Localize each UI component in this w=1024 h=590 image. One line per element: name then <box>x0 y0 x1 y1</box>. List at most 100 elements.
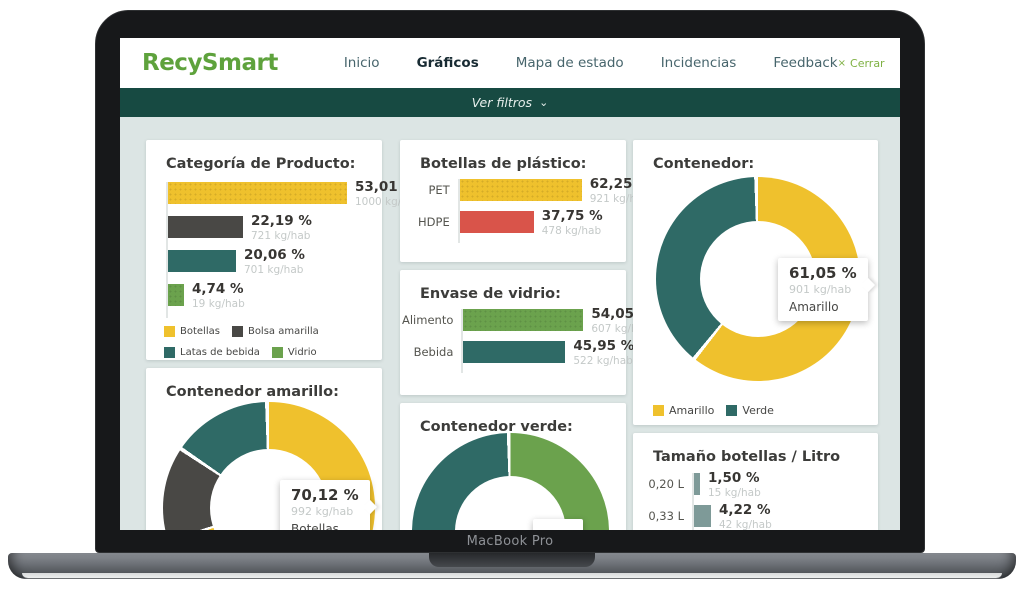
bar-sub: 478 kg/hab <box>541 224 602 237</box>
macbook-label: MacBook Pro <box>466 534 554 549</box>
bar-chart-vidrio: Alimento Bebida 54,05 % 607 kg/hab <box>402 306 652 373</box>
legend-item-vidrio: Vidrio <box>271 347 317 358</box>
bar-chart-plastico: PET HDPE 62,25 % 921 kg/hab <box>418 176 651 243</box>
legend-swatch <box>726 405 738 416</box>
bar-bebida[interactable] <box>463 341 566 363</box>
bar-category: Bebida <box>413 345 454 359</box>
card-title: Categoría de Producto: <box>166 156 356 172</box>
card-contenedor-amarillo: Contenedor amarillo: 70,12 % 992 kg/hab … <box>146 368 382 530</box>
tooltip-value: 61,05 % <box>789 264 857 282</box>
legend-label: Verde <box>742 404 774 417</box>
bar-botellas[interactable] <box>168 182 347 204</box>
card-tamano-botellas: Tamaño botellas / Litro 0,20 L 0,33 L 1,… <box>633 433 878 530</box>
bar-sub: 19 kg/hab <box>192 297 245 310</box>
nav-incidencias[interactable]: Incidencias <box>660 55 737 71</box>
legend: Amarillo Verde <box>635 404 792 417</box>
main-nav: Inicio Gráficos Mapa de estado Incidenci… <box>344 55 838 71</box>
bar-sub: 15 kg/hab <box>708 486 761 499</box>
card-contenedor: Contenedor: 61,05 % 901 kg/hab Amarillo … <box>633 140 878 425</box>
legend-swatch <box>164 326 175 337</box>
logo[interactable]: RecySmart <box>142 50 278 76</box>
bar-sub: 721 kg/hab <box>251 229 311 242</box>
card-title: Botellas de plástico: <box>420 156 587 172</box>
legend-swatch <box>231 326 243 337</box>
tooltip-contenedor-amarillo: 70,12 % 992 kg/hab Botellas <box>280 480 370 530</box>
bar-latas-de-bebida[interactable] <box>168 250 236 272</box>
bar-alimento[interactable] <box>463 309 584 331</box>
laptop-base <box>8 553 1016 579</box>
bar-sub: 42 kg/hab <box>719 518 772 530</box>
bar-row: 53,01 % 1000 kg/hab <box>168 179 421 216</box>
card-title: Contenedor amarillo: <box>166 384 339 400</box>
tooltip-contenedor-verde <box>533 519 583 530</box>
bar-sub: 522 kg/hab <box>573 354 633 367</box>
legend-item-verde: Verde <box>726 404 774 417</box>
card-botellas-plastico: Botellas de plástico: PET HDPE 62,25 % <box>400 140 651 262</box>
bar-category: PET <box>428 183 450 197</box>
legend-label: Latas de bebida <box>180 347 260 358</box>
bar-row: 1,50 % 15 kg/hab <box>694 470 872 505</box>
tooltip-contenedor: 61,05 % 901 kg/hab Amarillo <box>778 258 868 321</box>
nav-graficos[interactable]: Gráficos <box>416 55 479 71</box>
bar-value: 1,50 % <box>708 470 760 486</box>
bar-value: 20,06 % <box>244 247 305 263</box>
bar-row: 62,25 % 921 kg/hab <box>459 176 651 211</box>
bar-033l[interactable] <box>694 505 711 527</box>
bar-row: 54,05 % 607 kg/hab <box>463 306 652 341</box>
legend-swatch <box>653 405 664 416</box>
bar-sub: 701 kg/hab <box>244 263 304 276</box>
bar-pet[interactable] <box>459 179 582 201</box>
legend-label: Vidrio <box>287 347 317 358</box>
bar-row: 20,06 % 701 kg/hab <box>168 247 421 284</box>
ver-filtros-label: Ver filtros <box>471 95 533 110</box>
card-categoria-producto: Categoría de Producto: 53,01 % 1000 kg/h… <box>146 140 421 360</box>
laptop-lid: RecySmart Inicio Gráficos Mapa de estado… <box>95 10 925 553</box>
legend-label: Bolsa amarilla <box>247 326 319 337</box>
bar-chart-categoria: 53,01 % 1000 kg/hab 22,19 % 721 kg/hab <box>146 179 421 318</box>
legend-item-botellas: Botellas <box>164 326 220 337</box>
dashboard: Categoría de Producto: 53,01 % 1000 kg/h… <box>120 117 900 530</box>
legend-label: Amarillo <box>669 404 715 417</box>
legend-item-amarillo: Amarillo <box>653 404 714 417</box>
legend-label: Botellas <box>180 326 220 337</box>
bar-020l[interactable] <box>694 473 700 495</box>
bar-hdpe[interactable] <box>459 211 534 233</box>
chevron-down-icon: ⌄ <box>539 96 549 109</box>
nav-feedback[interactable]: Feedback <box>773 55 838 71</box>
bar-row: 4,22 % 42 kg/hab <box>694 502 872 530</box>
bar-value: 37,75 % <box>541 208 603 224</box>
bar-value: 4,22 % <box>719 502 771 518</box>
card-title: Envase de vidrio: <box>420 286 561 302</box>
bar-row: 22,19 % 721 kg/hab <box>168 213 421 250</box>
card-contenedor-verde: Contenedor verde: <box>400 403 626 530</box>
bar-value: 4,74 % <box>192 281 244 297</box>
bar-bolsa-amarilla[interactable] <box>168 216 243 238</box>
tooltip-sub: 992 kg/hab <box>291 505 354 518</box>
donut-contenedor-verde[interactable] <box>412 433 609 530</box>
bar-vidrio[interactable] <box>168 284 184 306</box>
cerrar-label: Cerrar <box>850 56 885 70</box>
legend-item-latas-de-bebida: Latas de bebida <box>164 347 260 358</box>
legend-swatch <box>164 347 175 358</box>
card-title: Contenedor verde: <box>420 419 573 435</box>
nav-mapa-de-estado[interactable]: Mapa de estado <box>515 55 624 71</box>
card-title: Contenedor: <box>653 156 755 172</box>
legend-item-bolsa-amarilla: Bolsa amarilla <box>231 326 319 337</box>
bar-row: 37,75 % 478 kg/hab <box>459 208 651 243</box>
nav-inicio[interactable]: Inicio <box>343 55 380 71</box>
bar-value: 45,95 % <box>573 338 635 354</box>
bar-row: 45,95 % 522 kg/hab <box>463 338 652 373</box>
legend: Botellas Bolsa amarilla Latas de bebida <box>146 326 382 358</box>
tooltip-value: 70,12 % <box>291 486 359 504</box>
screen: RecySmart Inicio Gráficos Mapa de estado… <box>120 38 900 530</box>
cerrar-button[interactable]: × Cerrar <box>838 57 885 70</box>
bar-category: 0,20 L <box>648 477 684 491</box>
bar-category: 0,33 L <box>648 509 684 523</box>
card-title: Tamaño botellas / Litro <box>653 449 841 465</box>
tooltip-label: Amarillo <box>789 300 839 314</box>
bar-row: 4,74 % 19 kg/hab <box>168 281 421 318</box>
ver-filtros-bar[interactable]: Ver filtros ⌄ <box>120 88 900 117</box>
app-header: RecySmart Inicio Gráficos Mapa de estado… <box>120 38 900 88</box>
bar-chart-tamano: 0,20 L 0,33 L 1,50 % 15 kg/hab <box>637 470 872 530</box>
